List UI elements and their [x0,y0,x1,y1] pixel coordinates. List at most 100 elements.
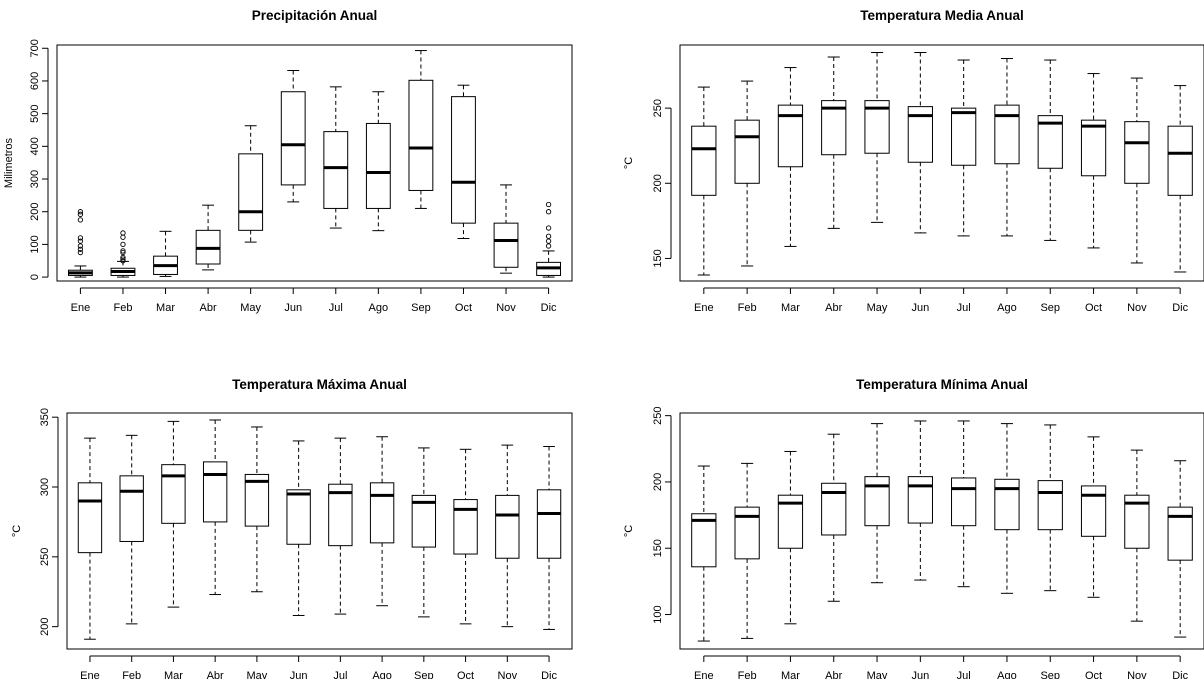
box-jun [280,69,306,203]
iqr-box [691,513,717,568]
x-tick-label: Feb [738,302,757,314]
y-tick-label: 200 [29,203,41,221]
chart-title: Precipitación Anual [252,8,378,23]
y-axis-label: °C [623,525,635,537]
box-sep [1037,59,1063,241]
y-tick-label: 700 [29,39,41,57]
outlier-point [77,209,84,215]
iqr-box [821,482,847,536]
iqr-box [493,222,519,268]
y-tick-label: 150 [652,539,664,557]
outlier-point [120,234,126,240]
iqr-box [328,483,353,547]
y-tick-label: 200 [39,617,51,635]
plot-frame [679,412,1204,650]
box-abr [202,419,228,596]
x-tick-label: May [247,670,268,679]
box-oct [451,84,476,240]
box-oct [453,448,478,625]
chart-title: Temperatura Mínima Anual [856,377,1028,392]
x-tick-label: Nov [1127,670,1147,679]
outlier-point [545,238,552,244]
y-tick-label: 0 [29,274,41,280]
x-tick-label: Dic [541,302,557,314]
x-tick-label: Oct [457,670,474,679]
x-tick-label: Nov [1127,302,1147,314]
x-tick-label: Mar [781,302,800,314]
box-abr [821,433,847,602]
iqr-box [119,475,144,542]
iqr-box [411,494,437,548]
y-tick-label: 400 [29,137,41,155]
x-tick-label: Mar [156,302,175,314]
box-sep [411,447,437,618]
boxplot-panel: Temperatura Mínima Anual °C 100 150 200 250 En… [623,377,1204,679]
outlier-point [120,249,126,256]
outlier-point [120,258,126,264]
x-tick-label: Jul [957,302,971,314]
iqr-box [369,482,395,544]
outlier-point [120,256,126,262]
box-oct [1080,436,1107,598]
x-tick-label: Feb [122,670,141,679]
iqr-box [907,476,933,524]
iqr-box [280,91,306,186]
x-tick-label: Abr [825,670,842,679]
x-tick-label: Ago [369,302,389,314]
outlier-point [120,254,126,261]
plot-frame [56,44,573,282]
y-tick-label: 300 [39,478,51,496]
y-tick-label: 600 [29,72,41,90]
outlier-point [120,241,126,248]
y-tick-label: 250 [652,406,664,424]
x-tick-label: Nov [496,302,516,314]
x-tick-label: Abr [200,302,217,314]
x-tick-label: Ene [694,302,714,314]
iqr-box [1167,125,1193,196]
x-tick-label: Abr [825,302,842,314]
x-tick-label: Dic [1172,670,1188,679]
x-tick-label: Sep [1040,670,1060,679]
iqr-box [734,119,760,184]
box-jul [328,437,353,615]
box-jul [951,420,977,588]
box-ene [691,86,717,276]
box-dic [536,201,562,278]
iqr-box [451,96,476,224]
x-tick-label: Ene [694,670,714,679]
y-axis-label: °C [11,525,23,537]
outlier-point [545,201,552,208]
box-nov [493,184,519,274]
iqr-box [994,478,1020,531]
y-tick-label: 250 [39,548,51,566]
iqr-box [1124,121,1150,184]
plot-frame [66,412,573,650]
chart-title: Temperatura Media Anual [860,8,1024,23]
box-may [238,125,264,243]
x-tick-label: Ago [997,302,1017,314]
box-nov [495,444,520,628]
outlier-point [77,246,84,252]
box-dic [1167,460,1193,638]
outlier-point [545,243,552,249]
outlier-point [77,243,84,249]
x-tick-label: Oct [455,302,472,314]
iqr-box [408,79,434,191]
y-tick-label: 100 [29,235,41,253]
box-abr [195,204,221,271]
box-feb [734,462,760,639]
outlier-point [120,230,126,236]
x-tick-label: Feb [738,670,757,679]
box-ago [994,58,1020,237]
outlier-point [545,209,552,215]
iqr-box [1037,480,1063,531]
iqr-box [495,494,520,559]
iqr-box [951,107,977,166]
x-tick-label: Jun [911,302,929,314]
iqr-box [864,476,890,527]
chart-title: Temperatura Máxima Anual [232,377,407,392]
x-tick-label: May [240,302,261,314]
box-jul [951,59,977,237]
box-may [864,423,890,584]
